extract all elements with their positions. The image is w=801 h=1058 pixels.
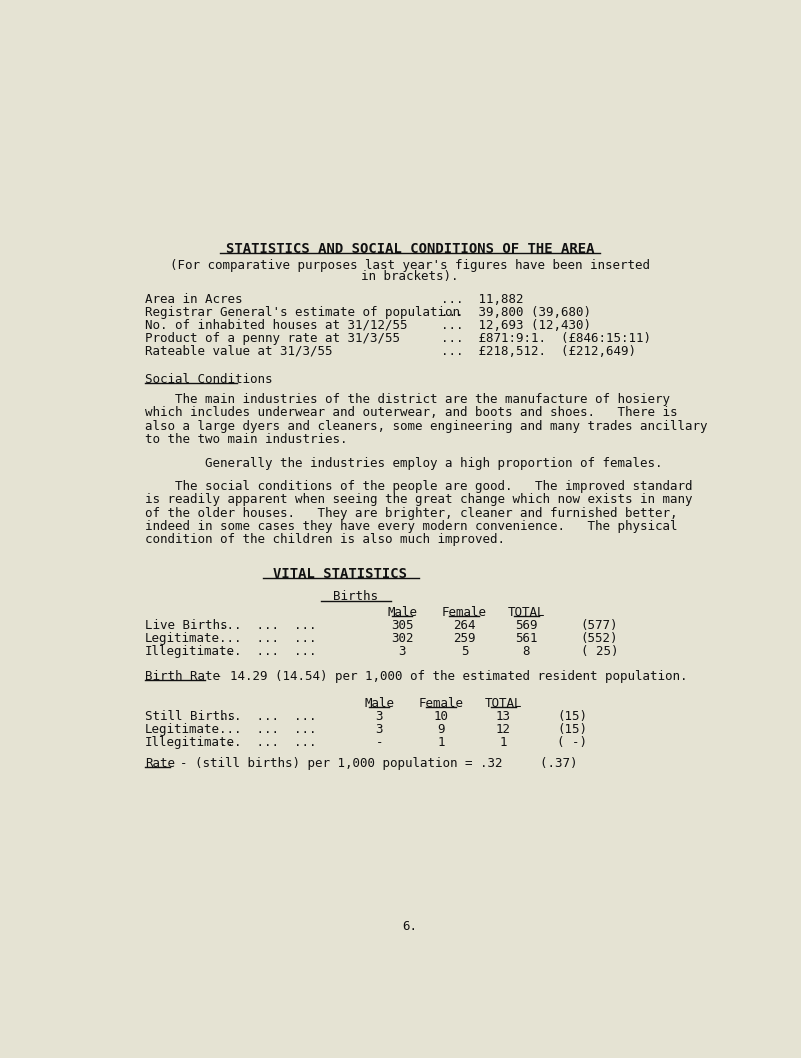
Text: 1: 1 [437, 736, 445, 749]
Text: ...  £218,512.  (£212,649): ... £218,512. (£212,649) [441, 345, 636, 358]
Text: VITAL STATISTICS: VITAL STATISTICS [273, 567, 408, 582]
Text: (552): (552) [581, 632, 618, 645]
Text: ...  ...  ...: ... ... ... [219, 736, 316, 749]
Text: ...  ...  ...: ... ... ... [219, 632, 316, 645]
Text: - (still births) per 1,000 population = .32     (.37): - (still births) per 1,000 population = … [180, 756, 578, 770]
Text: ...  11,882: ... 11,882 [441, 292, 524, 306]
Text: condition of the children is also much improved.: condition of the children is also much i… [145, 533, 505, 546]
Text: ...  ...  ...: ... ... ... [219, 645, 316, 658]
Text: TOTAL: TOTAL [508, 606, 545, 619]
Text: The social conditions of the people are good.   The improved standard: The social conditions of the people are … [145, 480, 693, 493]
Text: No. of inhabited houses at 31/12/55: No. of inhabited houses at 31/12/55 [145, 318, 408, 332]
Text: Still Births: Still Births [145, 710, 235, 723]
Text: Product of a penny rate at 31/3/55: Product of a penny rate at 31/3/55 [145, 332, 400, 345]
Text: -: - [376, 736, 383, 749]
Text: Births: Births [333, 590, 378, 603]
Text: Female: Female [419, 697, 464, 710]
Text: Generally the industries employ a high proportion of females.: Generally the industries employ a high p… [145, 456, 662, 470]
Text: 264: 264 [453, 619, 476, 632]
Text: 8: 8 [522, 645, 530, 658]
Text: Illegitimate: Illegitimate [145, 736, 235, 749]
Text: also a large dyers and cleaners, some engineering and many trades ancillary: also a large dyers and cleaners, some en… [145, 420, 707, 433]
Text: 9: 9 [437, 723, 445, 736]
Text: ...  ...  ...: ... ... ... [219, 710, 316, 723]
Text: ...  ...  ...: ... ... ... [219, 619, 316, 632]
Text: The main industries of the district are the manufacture of hosiery: The main industries of the district are … [145, 394, 670, 406]
Text: 3: 3 [376, 723, 383, 736]
Text: to the two main industries.: to the two main industries. [145, 433, 348, 445]
Text: 1: 1 [499, 736, 507, 749]
Text: (15): (15) [557, 710, 587, 723]
Text: 569: 569 [515, 619, 537, 632]
Text: ...  £871:9:1.  (£846:15:11): ... £871:9:1. (£846:15:11) [441, 332, 651, 345]
Text: of the older houses.   They are brighter, cleaner and furnished better,: of the older houses. They are brighter, … [145, 507, 678, 519]
Text: Birth Rate: Birth Rate [145, 670, 220, 682]
Text: Live Births: Live Births [145, 619, 227, 632]
Text: Rate: Rate [145, 756, 175, 770]
Text: 5: 5 [461, 645, 468, 658]
Text: Rateable value at 31/3/55: Rateable value at 31/3/55 [145, 345, 332, 358]
Text: Social Conditions: Social Conditions [145, 373, 272, 386]
Text: - 14.29 (14.54) per 1,000 of the estimated resident population.: - 14.29 (14.54) per 1,000 of the estimat… [215, 670, 687, 682]
Text: Female: Female [442, 606, 487, 619]
Text: Illegitimate: Illegitimate [145, 645, 235, 658]
Text: 259: 259 [453, 632, 476, 645]
Text: 3: 3 [376, 710, 383, 723]
Text: ...  ...  ...: ... ... ... [219, 723, 316, 736]
Text: 10: 10 [433, 710, 449, 723]
Text: Area in Acres: Area in Acres [145, 292, 243, 306]
Text: which includes underwear and outerwear, and boots and shoes.   There is: which includes underwear and outerwear, … [145, 406, 678, 419]
Text: ( 25): ( 25) [581, 645, 618, 658]
Text: ...  12,693 (12,430): ... 12,693 (12,430) [441, 318, 591, 332]
Text: in brackets).: in brackets). [361, 270, 459, 284]
Text: is readily apparent when seeing the great change which now exists in many: is readily apparent when seeing the grea… [145, 493, 693, 507]
Text: indeed in some cases they have every modern convenience.   The physical: indeed in some cases they have every mod… [145, 519, 678, 532]
Text: 13: 13 [496, 710, 510, 723]
Text: (For comparative purposes last year's figures have been inserted: (For comparative purposes last year's fi… [170, 259, 650, 272]
Text: 3: 3 [399, 645, 406, 658]
Text: Registrar General's estimate of population: Registrar General's estimate of populati… [145, 306, 460, 318]
Text: Male: Male [364, 697, 394, 710]
Text: 561: 561 [515, 632, 537, 645]
Text: 302: 302 [391, 632, 413, 645]
Text: Male: Male [388, 606, 417, 619]
Text: ...  39,800 (39,680): ... 39,800 (39,680) [441, 306, 591, 318]
Text: 12: 12 [496, 723, 510, 736]
Text: TOTAL: TOTAL [485, 697, 522, 710]
Text: (577): (577) [581, 619, 618, 632]
Text: (15): (15) [557, 723, 587, 736]
Text: 305: 305 [391, 619, 413, 632]
Text: Legitimate: Legitimate [145, 632, 220, 645]
Text: STATISTICS AND SOCIAL CONDITIONS OF THE AREA: STATISTICS AND SOCIAL CONDITIONS OF THE … [226, 242, 594, 256]
Text: ( -): ( -) [557, 736, 587, 749]
Text: Legitimate: Legitimate [145, 723, 220, 736]
Text: 6.: 6. [403, 920, 417, 933]
